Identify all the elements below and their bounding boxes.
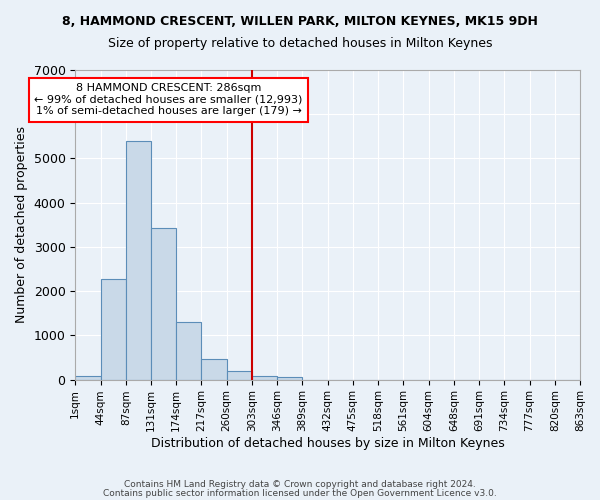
X-axis label: Distribution of detached houses by size in Milton Keynes: Distribution of detached houses by size … <box>151 437 505 450</box>
Bar <box>101 279 126 380</box>
Bar <box>227 371 252 380</box>
Text: Contains public sector information licensed under the Open Government Licence v3: Contains public sector information licen… <box>103 488 497 498</box>
Bar <box>252 376 277 380</box>
Bar <box>176 322 202 380</box>
Bar <box>126 141 151 380</box>
Y-axis label: Number of detached properties: Number of detached properties <box>15 126 28 324</box>
Text: 8, HAMMOND CRESCENT, WILLEN PARK, MILTON KEYNES, MK15 9DH: 8, HAMMOND CRESCENT, WILLEN PARK, MILTON… <box>62 15 538 28</box>
Bar <box>151 228 176 380</box>
Bar <box>277 378 302 380</box>
Bar <box>75 376 101 380</box>
Text: 8 HAMMOND CRESCENT: 286sqm
← 99% of detached houses are smaller (12,993)
1% of s: 8 HAMMOND CRESCENT: 286sqm ← 99% of deta… <box>34 84 303 116</box>
Bar <box>202 359 227 380</box>
Text: Contains HM Land Registry data © Crown copyright and database right 2024.: Contains HM Land Registry data © Crown c… <box>124 480 476 489</box>
Text: Size of property relative to detached houses in Milton Keynes: Size of property relative to detached ho… <box>108 38 492 51</box>
